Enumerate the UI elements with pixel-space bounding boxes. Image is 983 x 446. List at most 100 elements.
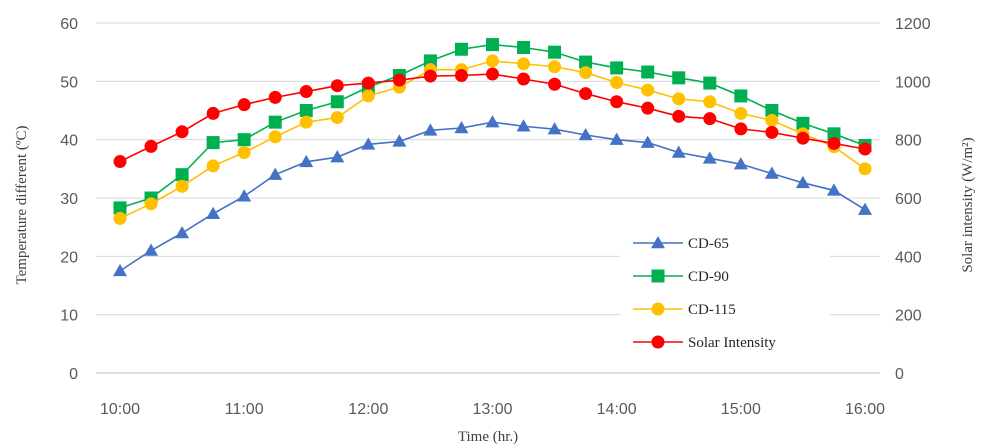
data-point [454,42,468,56]
data-point [702,151,717,164]
data-point [237,146,251,159]
data-point [579,66,593,80]
data-point [175,179,189,193]
x-tick-label: 15:00 [721,401,761,418]
data-point [330,95,344,109]
data-point [858,162,872,176]
x-tick-label: 11:00 [225,401,264,418]
data-point [206,206,221,219]
data-point [423,123,438,136]
legend-label: CD-115 [688,302,736,318]
data-point [516,119,531,132]
data-point [609,132,624,145]
right-tick-label: 1200 [895,16,931,33]
data-point [454,121,469,134]
data-point [827,136,841,150]
right-tick-label: 0 [895,366,904,383]
data-point [579,87,593,101]
data-point [765,125,779,139]
data-point [548,60,562,74]
data-point [237,98,251,112]
data-point [703,76,717,90]
legend-label: Solar Intensity [688,335,776,351]
data-point [113,201,127,215]
data-point [361,137,376,150]
data-point [641,65,655,79]
data-point [517,57,531,71]
data-point [734,89,748,103]
data-point [610,61,624,75]
data-point [113,155,127,169]
data-point [144,139,158,153]
data-point [486,54,499,68]
x-tick-label: 16:00 [845,401,885,418]
data-point [827,127,841,141]
data-point [268,167,283,180]
legend-marker [651,335,665,349]
data-point [486,67,499,81]
data-point [113,263,127,277]
data-point [175,168,189,182]
data-point [330,111,344,124]
x-tick-label: 13:00 [472,401,512,418]
data-point [206,136,220,150]
data-point [486,38,499,52]
data-point [826,183,841,196]
data-point [206,159,220,173]
data-point [734,122,748,136]
series-layer [113,38,872,277]
data-point [672,92,686,106]
right-tick-label: 600 [895,191,922,208]
data-point [485,115,500,128]
data-point [206,106,220,120]
data-point [423,69,437,83]
y-axis-title: Temperature different (ºC) [14,125,30,284]
x-axis-ticks: 10:00 11:00 12:00 13:00 14:00 15:00 16:00 [100,401,885,418]
legend: CD-65 CD-90 CD-115 Solar Intensity [633,236,776,351]
data-point [299,85,313,99]
data-point [641,101,655,115]
data-point [641,83,655,97]
data-point [175,226,190,239]
data-point [610,95,624,109]
data-point [796,131,810,145]
data-point [454,69,468,82]
data-point [175,125,189,139]
data-point [361,89,375,103]
data-point [299,154,314,168]
data-point [392,73,406,87]
data-point [671,145,686,158]
data-point [734,106,748,120]
legend-label: CD-90 [688,269,729,285]
left-tick-label: 50 [60,74,78,91]
data-point [733,157,748,170]
data-point [672,71,686,85]
left-tick-label: 0 [69,366,78,383]
x-tick-label: 10:00 [100,401,140,418]
data-point [299,115,313,129]
x-tick-label: 12:00 [348,401,388,418]
data-point [268,115,282,129]
right-tick-label: 200 [895,308,922,325]
data-point [764,166,779,179]
data-point [548,77,562,91]
data-point [237,189,252,202]
data-point [517,41,531,54]
left-axis-ticks: 0 10 20 30 40 50 60 [60,16,78,383]
data-point [547,122,562,135]
data-point [237,133,251,147]
data-point [672,109,686,123]
left-tick-label: 60 [60,16,78,33]
right-tick-label: 800 [895,133,922,150]
data-point [361,76,375,90]
legend-label: CD-65 [688,236,729,252]
data-point [858,142,872,156]
data-point [858,202,872,215]
y2-axis-title: Solar intensity (W/m²) [960,137,976,272]
data-point [268,90,282,104]
data-point [330,150,345,163]
right-axis-ticks: 0 200 400 600 800 1000 1200 [895,16,931,383]
right-tick-label: 1000 [895,74,931,91]
data-point [113,211,127,225]
